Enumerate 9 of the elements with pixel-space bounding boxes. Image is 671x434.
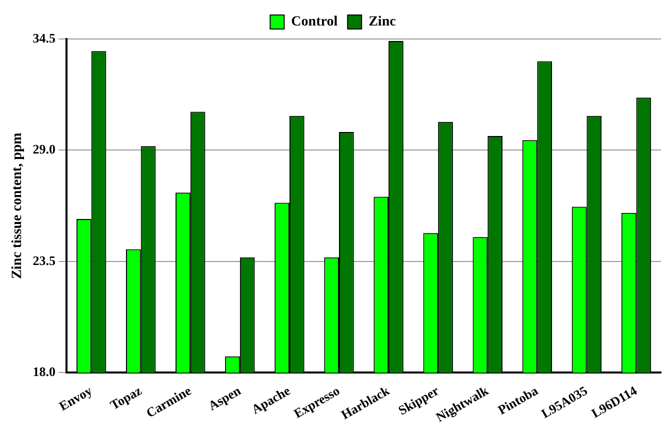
y-tick-label: 18.0 <box>32 364 56 379</box>
y-axis-title: Zinc tissue content, ppm <box>10 132 26 279</box>
y-tick-label: 29.0 <box>32 142 56 157</box>
legend-label: Control <box>291 14 338 30</box>
y-tick-label: 34.5 <box>32 30 56 46</box>
x-tick-label: Topaz <box>108 382 144 413</box>
y-tick-label: 23.5 <box>32 252 56 268</box>
legend-label: Zinc <box>368 14 396 30</box>
x-tick-label: Aspen <box>206 382 244 414</box>
